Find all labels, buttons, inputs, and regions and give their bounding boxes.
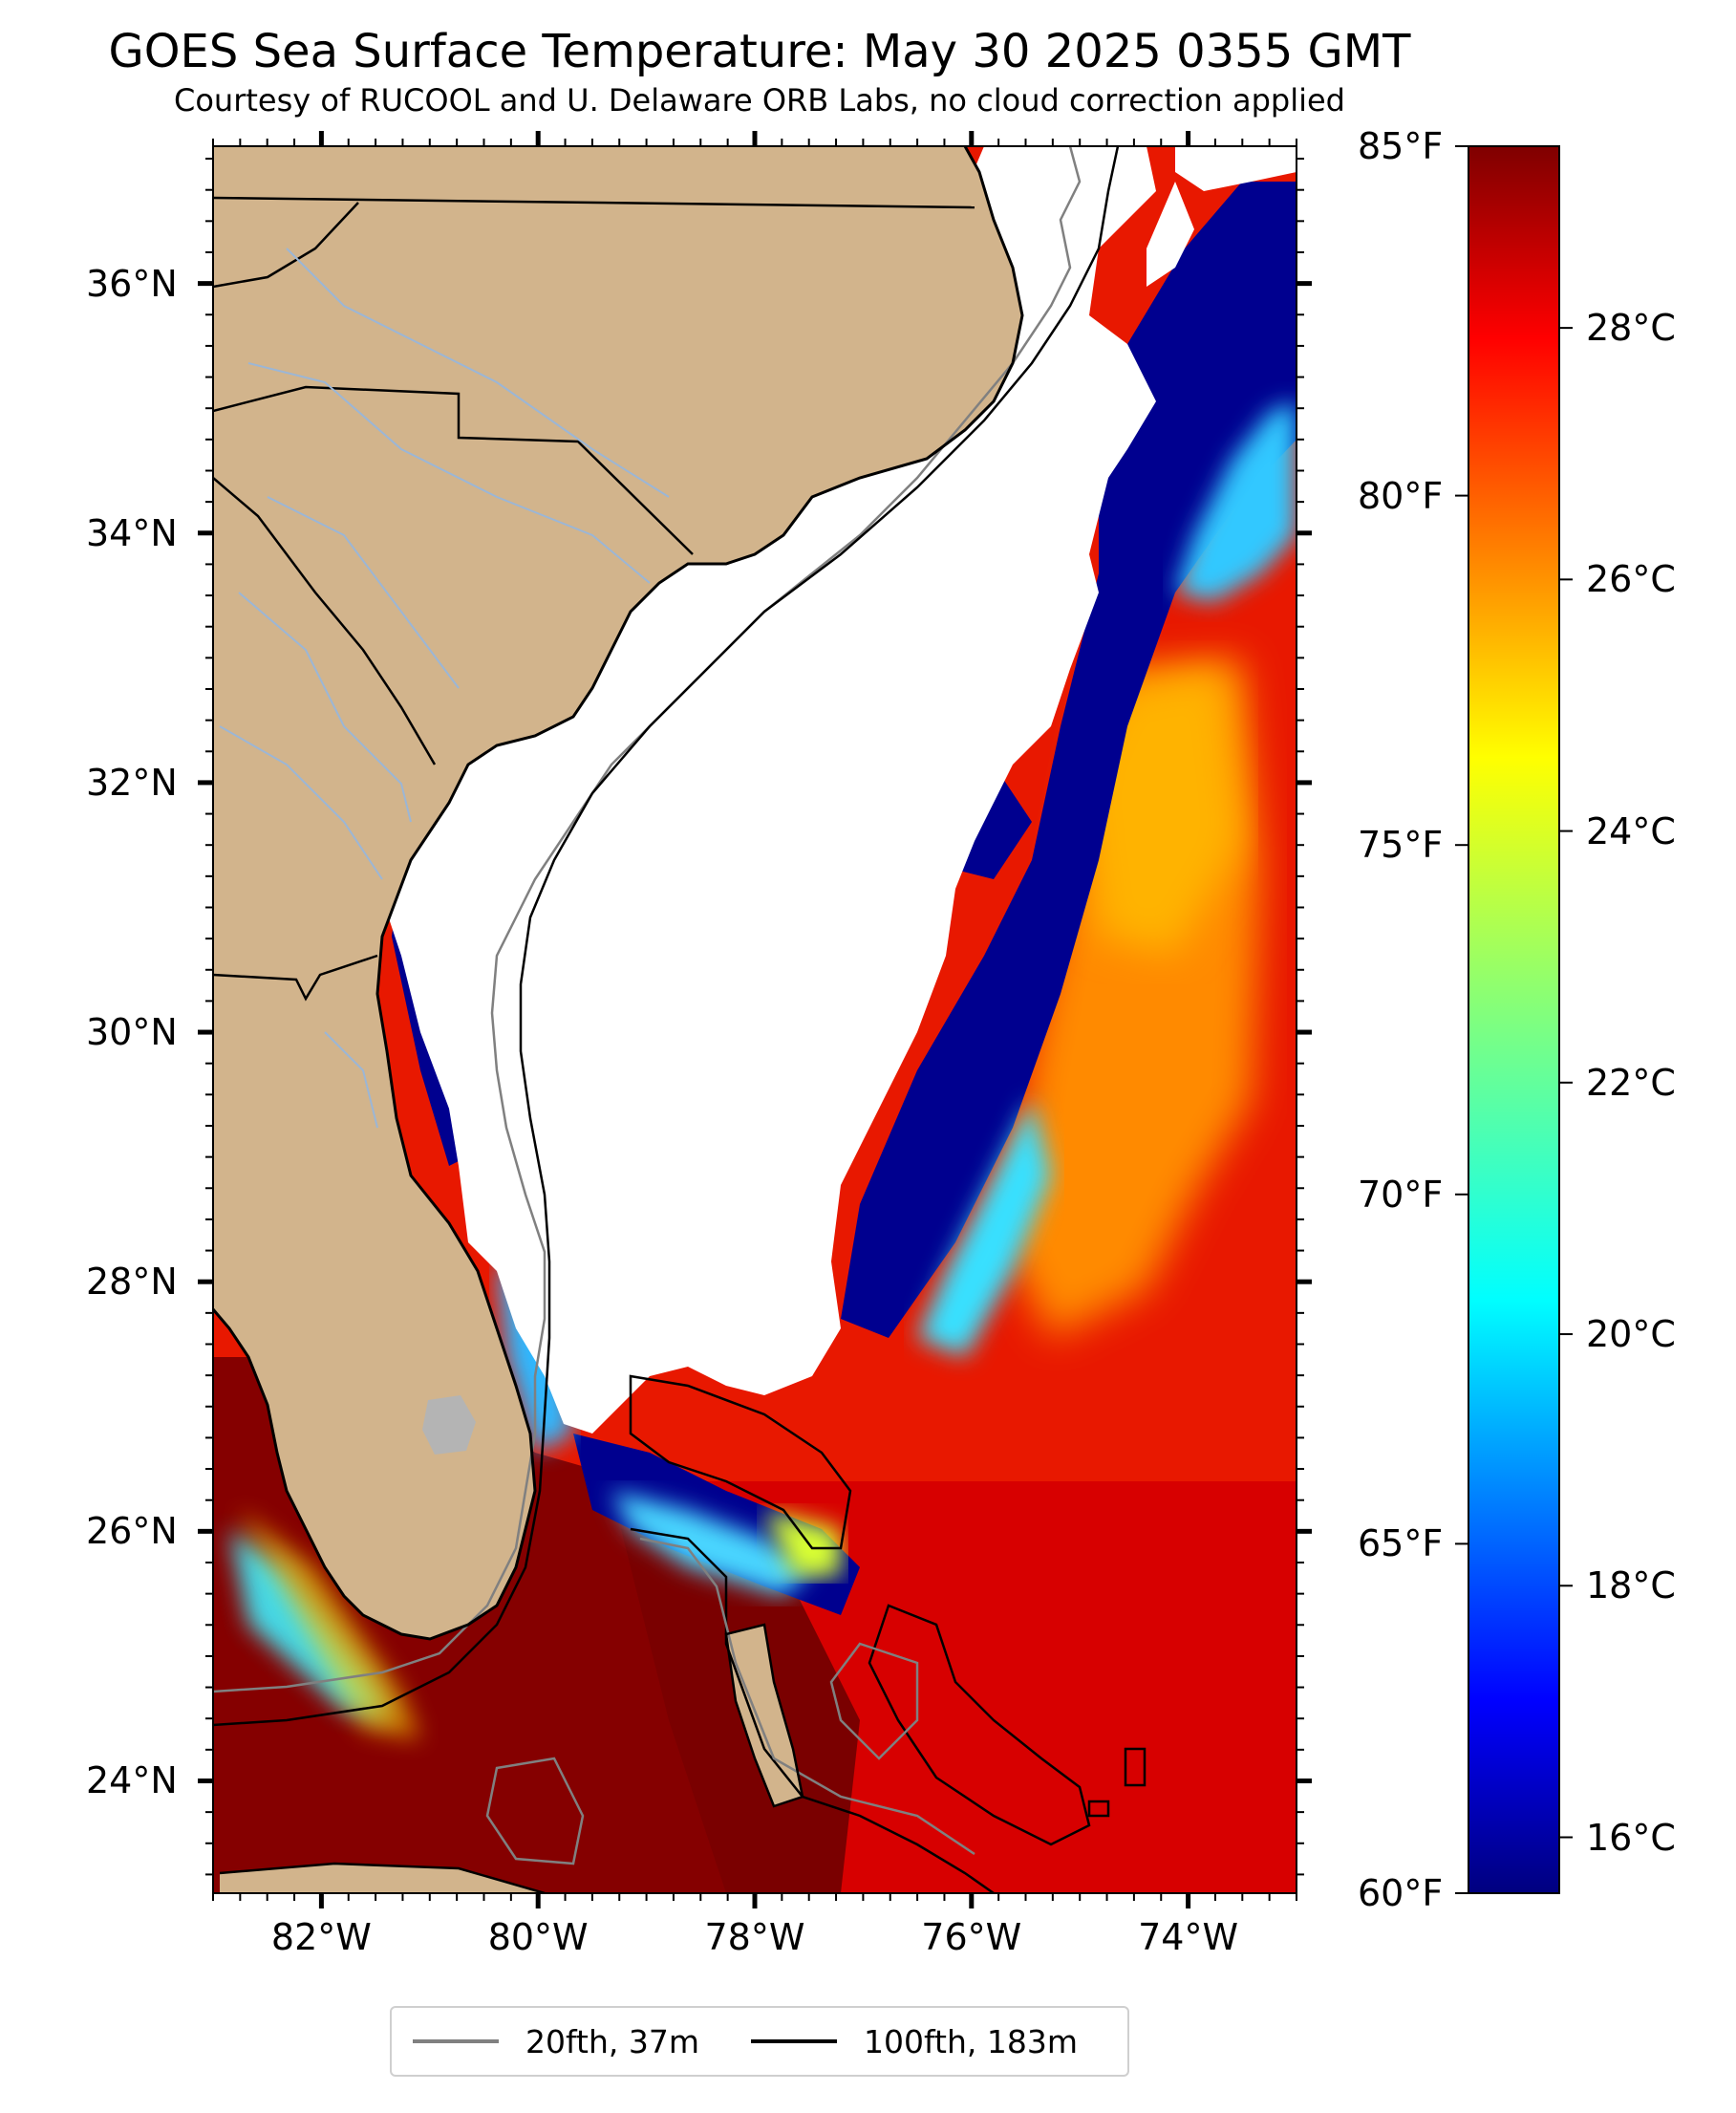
colorbar-f-label: 70°F bbox=[1358, 1173, 1444, 1216]
colorbar-c-label: 26°C bbox=[1586, 558, 1676, 601]
lon-label: 78°W bbox=[704, 1916, 805, 1958]
lon-label: 80°W bbox=[487, 1916, 589, 1958]
contour-100fth bbox=[213, 146, 1120, 1727]
colorbar-f-label: 85°F bbox=[1358, 125, 1444, 167]
bathymetry-contours bbox=[213, 146, 1147, 1893]
cloud-mask bbox=[382, 146, 1156, 1434]
colorbar-c-label: 22°C bbox=[1586, 1061, 1676, 1104]
lat-label: 34°N bbox=[86, 511, 178, 554]
lat-label: 30°N bbox=[86, 1011, 178, 1054]
lat-label: 32°N bbox=[86, 761, 178, 804]
colorbar-f-label: 60°F bbox=[1358, 1872, 1444, 1914]
lat-label: 26°N bbox=[86, 1510, 178, 1553]
map-ticks bbox=[198, 131, 1312, 1908]
lat-label: 28°N bbox=[86, 1261, 178, 1304]
colorbar-c-label: 16°C bbox=[1586, 1816, 1676, 1859]
colorbar-c-label: 28°C bbox=[1586, 307, 1676, 350]
colorbar-f-label: 80°F bbox=[1358, 474, 1444, 517]
lon-label: 76°W bbox=[921, 1916, 1022, 1958]
coastline bbox=[213, 146, 1024, 1641]
colorbar-f-label: 65°F bbox=[1358, 1522, 1444, 1565]
land-mainland bbox=[213, 146, 1022, 1639]
legend-label-100fth: 100fth, 183m bbox=[864, 2022, 1078, 2060]
legend-swatch-100fth bbox=[751, 2039, 837, 2043]
land-bahamas-andros bbox=[726, 1625, 803, 1806]
colorbar-c-label: 24°C bbox=[1586, 809, 1676, 852]
colorbar-c-label: 18°C bbox=[1586, 1564, 1676, 1607]
state-borders bbox=[213, 196, 975, 1002]
legend: 20fth, 37m 100fth, 183m bbox=[390, 2006, 1129, 2077]
rivers bbox=[219, 248, 670, 1129]
map-plot-area bbox=[213, 146, 1297, 1893]
colorbar-f-label: 75°F bbox=[1358, 824, 1444, 867]
land-lake-okeechobee bbox=[422, 1395, 476, 1455]
colorbar-ticks bbox=[1455, 145, 1573, 1894]
legend-item-20fth: 20fth, 37m bbox=[413, 2023, 699, 2060]
map-title: GOES Sea Surface Temperature: May 30 202… bbox=[108, 25, 1411, 78]
lon-label: 74°W bbox=[1138, 1916, 1239, 1958]
land bbox=[213, 146, 1022, 1893]
land-cuba bbox=[220, 1864, 545, 1893]
map-subtitle: Courtesy of RUCOOL and U. Delaware ORB L… bbox=[174, 82, 1345, 119]
contour-20fth bbox=[213, 146, 1082, 1693]
lat-label: 36°N bbox=[86, 262, 178, 305]
lon-label: 82°W bbox=[270, 1916, 372, 1958]
legend-item-100fth: 100fth, 183m bbox=[751, 2023, 1078, 2060]
colorbar bbox=[1468, 146, 1559, 1893]
colorbar-c-label: 20°C bbox=[1586, 1313, 1676, 1356]
legend-label-20fth: 20fth, 37m bbox=[525, 2022, 699, 2060]
legend-swatch-20fth bbox=[413, 2039, 499, 2043]
lat-label: 24°N bbox=[86, 1759, 178, 1802]
